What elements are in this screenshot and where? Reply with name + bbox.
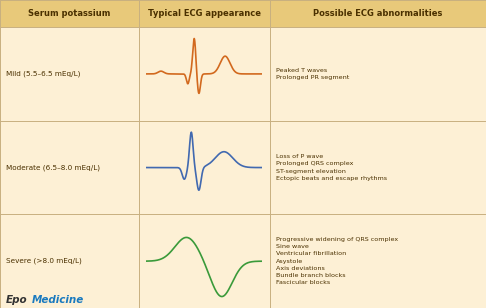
Text: Possible ECG abnormalities: Possible ECG abnormalities	[313, 9, 443, 18]
Text: Severe (>8.0 mEq/L): Severe (>8.0 mEq/L)	[6, 258, 82, 265]
Text: Epo: Epo	[6, 295, 27, 305]
Bar	[0, 0, 486, 27]
Text: Loss of P wave
Prolonged QRS complex
ST-segment elevation
Ectopic beats and esca: Loss of P wave Prolonged QRS complex ST-…	[276, 154, 387, 181]
Text: Peaked T waves
Prolonged PR segment: Peaked T waves Prolonged PR segment	[276, 68, 349, 80]
Text: Medicine: Medicine	[32, 295, 84, 305]
Text: Moderate (6.5–8.0 mEq/L): Moderate (6.5–8.0 mEq/L)	[6, 164, 100, 171]
Text: Typical ECG appearance: Typical ECG appearance	[148, 9, 260, 18]
Text: Serum potassium: Serum potassium	[28, 9, 110, 18]
Text: Mild (5.5–6.5 mEq/L): Mild (5.5–6.5 mEq/L)	[6, 71, 80, 77]
Text: Progressive widening of QRS complex
Sine wave
Ventricular fibrillation
Asystole
: Progressive widening of QRS complex Sine…	[276, 237, 398, 285]
